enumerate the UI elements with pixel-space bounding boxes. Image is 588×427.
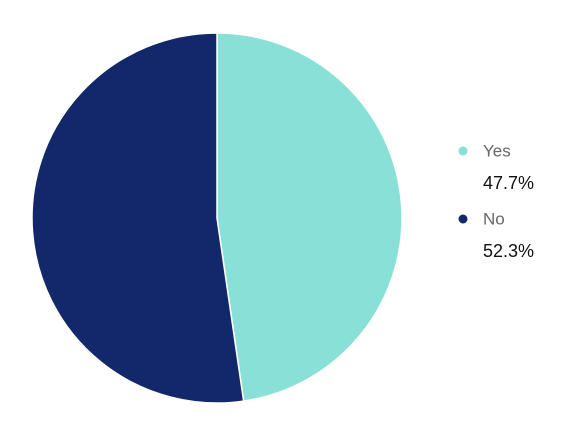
- legend-marker: [458, 146, 468, 156]
- pie-slice: [31, 32, 245, 404]
- legend-value: 47.7%: [483, 173, 534, 193]
- legend-value: 52.3%: [483, 241, 534, 261]
- pie-slice: [216, 32, 403, 402]
- legend-label: Yes: [483, 141, 511, 160]
- legend-marker: [458, 214, 468, 224]
- legend-label: No: [483, 209, 505, 228]
